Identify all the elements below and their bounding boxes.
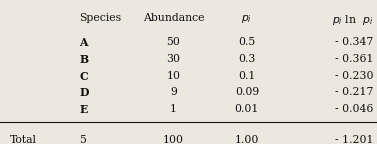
Text: 0.1: 0.1 [238,71,256,80]
Text: 100: 100 [163,135,184,144]
Text: C: C [79,71,88,82]
Text: 30: 30 [166,54,181,64]
Text: A: A [79,37,88,48]
Text: $p_i$: $p_i$ [241,13,253,25]
Text: - 0.046: - 0.046 [335,104,373,114]
Text: Total: Total [9,135,37,144]
Text: 50: 50 [167,37,180,47]
Text: - 0.347: - 0.347 [335,37,373,47]
Text: - 0.217: - 0.217 [335,87,373,97]
Text: Species: Species [79,13,121,23]
Text: B: B [79,54,88,65]
Text: E: E [79,104,87,115]
Text: $p_i$ ln  $p_i$: $p_i$ ln $p_i$ [332,13,373,27]
Text: - 0.361: - 0.361 [335,54,373,64]
Text: 1: 1 [170,104,177,114]
Text: - 1.201: - 1.201 [335,135,373,144]
Text: 10: 10 [166,71,181,80]
Text: D: D [79,87,89,98]
Text: 0.01: 0.01 [235,104,259,114]
Text: 1.00: 1.00 [235,135,259,144]
Text: Abundance: Abundance [143,13,204,23]
Text: 0.09: 0.09 [235,87,259,97]
Text: 9: 9 [170,87,177,97]
Text: 5: 5 [79,135,86,144]
Text: 0.3: 0.3 [238,54,256,64]
Text: 0.5: 0.5 [238,37,256,47]
Text: - 0.230: - 0.230 [335,71,373,80]
